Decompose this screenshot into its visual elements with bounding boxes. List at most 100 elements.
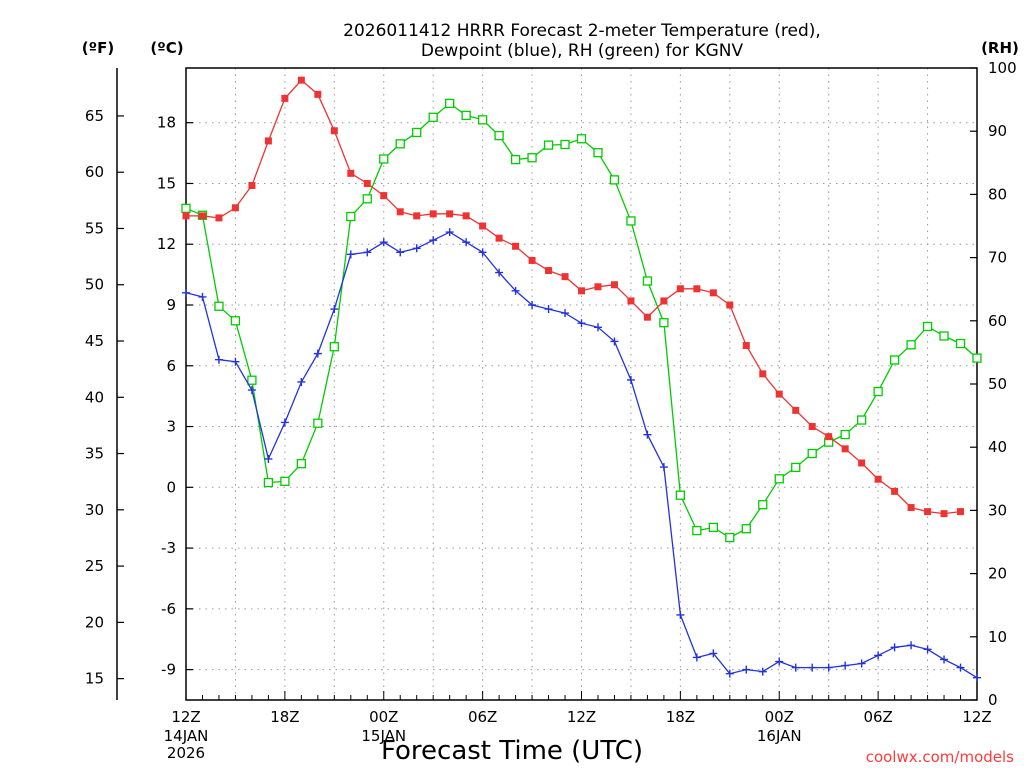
dewpoint-point <box>775 657 784 666</box>
temperature-point <box>742 342 750 350</box>
celsius-tick-label: 18 <box>157 114 176 132</box>
fahrenheit-tick-label: 25 <box>85 557 104 575</box>
rh-tick-label: 60 <box>988 312 1007 330</box>
temperature-point <box>660 297 668 305</box>
rh-tick-label: 40 <box>988 438 1007 456</box>
temperature-point <box>891 487 899 495</box>
dewpoint-point <box>709 649 718 658</box>
dewpoint-point <box>495 268 504 277</box>
dewpoint-point <box>577 319 586 328</box>
temperature-point <box>957 508 965 516</box>
x-tick-sublabel: 2026 <box>167 744 205 762</box>
dewpoint-point <box>313 349 322 358</box>
dewpoint-point <box>956 663 965 672</box>
dewpoint-point <box>610 337 619 346</box>
rh-point <box>626 216 636 226</box>
dewpoint-point <box>363 248 372 257</box>
temperature-point <box>759 370 767 378</box>
rh-point <box>247 375 257 385</box>
rh-tick-label: 100 <box>988 59 1017 77</box>
rh-point <box>428 112 438 122</box>
fahrenheit-tick-label: 15 <box>85 670 104 688</box>
dewpoint-point <box>330 305 339 314</box>
x-tick-sublabel: 14JAN <box>164 727 209 745</box>
fahrenheit-tick-label: 50 <box>85 276 104 294</box>
rh-point <box>856 415 867 425</box>
dewpoint-point <box>907 641 916 650</box>
temperature-point <box>792 406 800 414</box>
dewpoint-point <box>626 375 635 384</box>
dewpoint-point <box>462 238 471 247</box>
fahrenheit-unit-label: (ºF) <box>82 39 114 57</box>
dewpoint-point <box>544 305 553 314</box>
axis-layer: -9-6-30369121518152025303540455055606501… <box>85 59 1017 762</box>
rh-tick-label: 70 <box>988 249 1007 267</box>
rh-tick-label: 10 <box>988 628 1007 646</box>
temperature-point <box>314 90 322 98</box>
temperature-point <box>264 137 272 145</box>
rh-point <box>379 154 389 164</box>
rh-point <box>510 154 521 165</box>
dewpoint-point <box>758 667 767 676</box>
series-layer <box>181 76 982 682</box>
rh-tick-label: 50 <box>988 375 1007 393</box>
temperature-point <box>561 273 569 281</box>
dewpoint-point <box>297 377 306 386</box>
dewpoint-point <box>742 665 751 674</box>
rh-point <box>576 134 587 144</box>
dewpoint-point <box>280 418 289 427</box>
rh-point <box>972 353 982 363</box>
x-tick-label: 12Z <box>171 708 200 726</box>
dewpoint-point <box>412 244 421 253</box>
temperature-point <box>297 76 305 84</box>
rh-point <box>873 386 883 397</box>
temperature-point <box>198 212 206 220</box>
rh-point <box>675 490 686 500</box>
rh-point <box>692 525 702 536</box>
dewpoint-point <box>379 238 388 247</box>
dewpoint-point <box>429 236 438 245</box>
rh-point <box>461 110 471 121</box>
dewpoint-point <box>973 673 981 682</box>
rh-tick-label: 90 <box>988 122 1007 140</box>
dewpoint-point <box>857 659 866 668</box>
temperature-point <box>940 510 948 518</box>
temperature-point <box>396 208 404 216</box>
dewpoint-point <box>808 663 817 672</box>
dewpoint-point <box>676 610 685 619</box>
rh-point <box>609 175 620 185</box>
rh-point <box>708 522 718 533</box>
x-tick-label: 12Z <box>962 708 991 726</box>
dewpoint-point <box>231 357 240 366</box>
x-tick-label: 18Z <box>270 708 299 726</box>
dewpoint-point <box>561 309 570 318</box>
celsius-tick-label: -9 <box>161 661 176 679</box>
fahrenheit-tick-label: 35 <box>85 445 104 463</box>
dewpoint-point <box>874 651 883 660</box>
rh-point <box>280 476 290 486</box>
plot-frame <box>185 67 978 701</box>
celsius-tick-label: 6 <box>166 357 176 375</box>
rh-point <box>477 115 488 125</box>
temperature-point <box>808 423 816 431</box>
temperature-point <box>446 210 454 218</box>
temperature-point <box>215 214 223 222</box>
dewpoint-point <box>346 250 355 259</box>
temperature-point <box>545 267 553 275</box>
rh-point <box>263 477 274 488</box>
x-tick-label: 00Z <box>369 708 398 726</box>
dewpoint-point <box>923 645 932 654</box>
rh-point <box>230 316 241 326</box>
dewpoint-point <box>198 292 207 301</box>
rh-point <box>313 418 323 428</box>
x-axis-title: Forecast Time (UTC) <box>381 736 643 766</box>
rh-point <box>412 127 422 138</box>
temperature-point <box>413 212 421 220</box>
temperature-point <box>594 283 602 291</box>
rh-tick-label: 80 <box>988 185 1007 203</box>
dewpoint-point <box>593 323 602 332</box>
temperature-point <box>825 433 833 441</box>
rh-point <box>922 321 933 332</box>
rh-point <box>807 448 817 459</box>
